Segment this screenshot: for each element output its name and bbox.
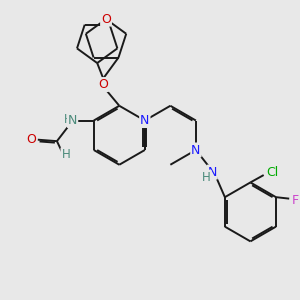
Text: O: O <box>26 133 36 146</box>
Text: H: H <box>64 112 72 125</box>
Text: O: O <box>101 13 111 26</box>
Text: N: N <box>207 166 217 178</box>
Text: Cl: Cl <box>266 166 278 179</box>
Text: H: H <box>202 171 211 184</box>
Text: H: H <box>61 148 70 161</box>
Text: N: N <box>68 114 77 127</box>
Text: N: N <box>140 114 149 127</box>
Text: F: F <box>292 194 299 207</box>
Text: N: N <box>191 143 201 157</box>
Text: O: O <box>98 78 108 91</box>
